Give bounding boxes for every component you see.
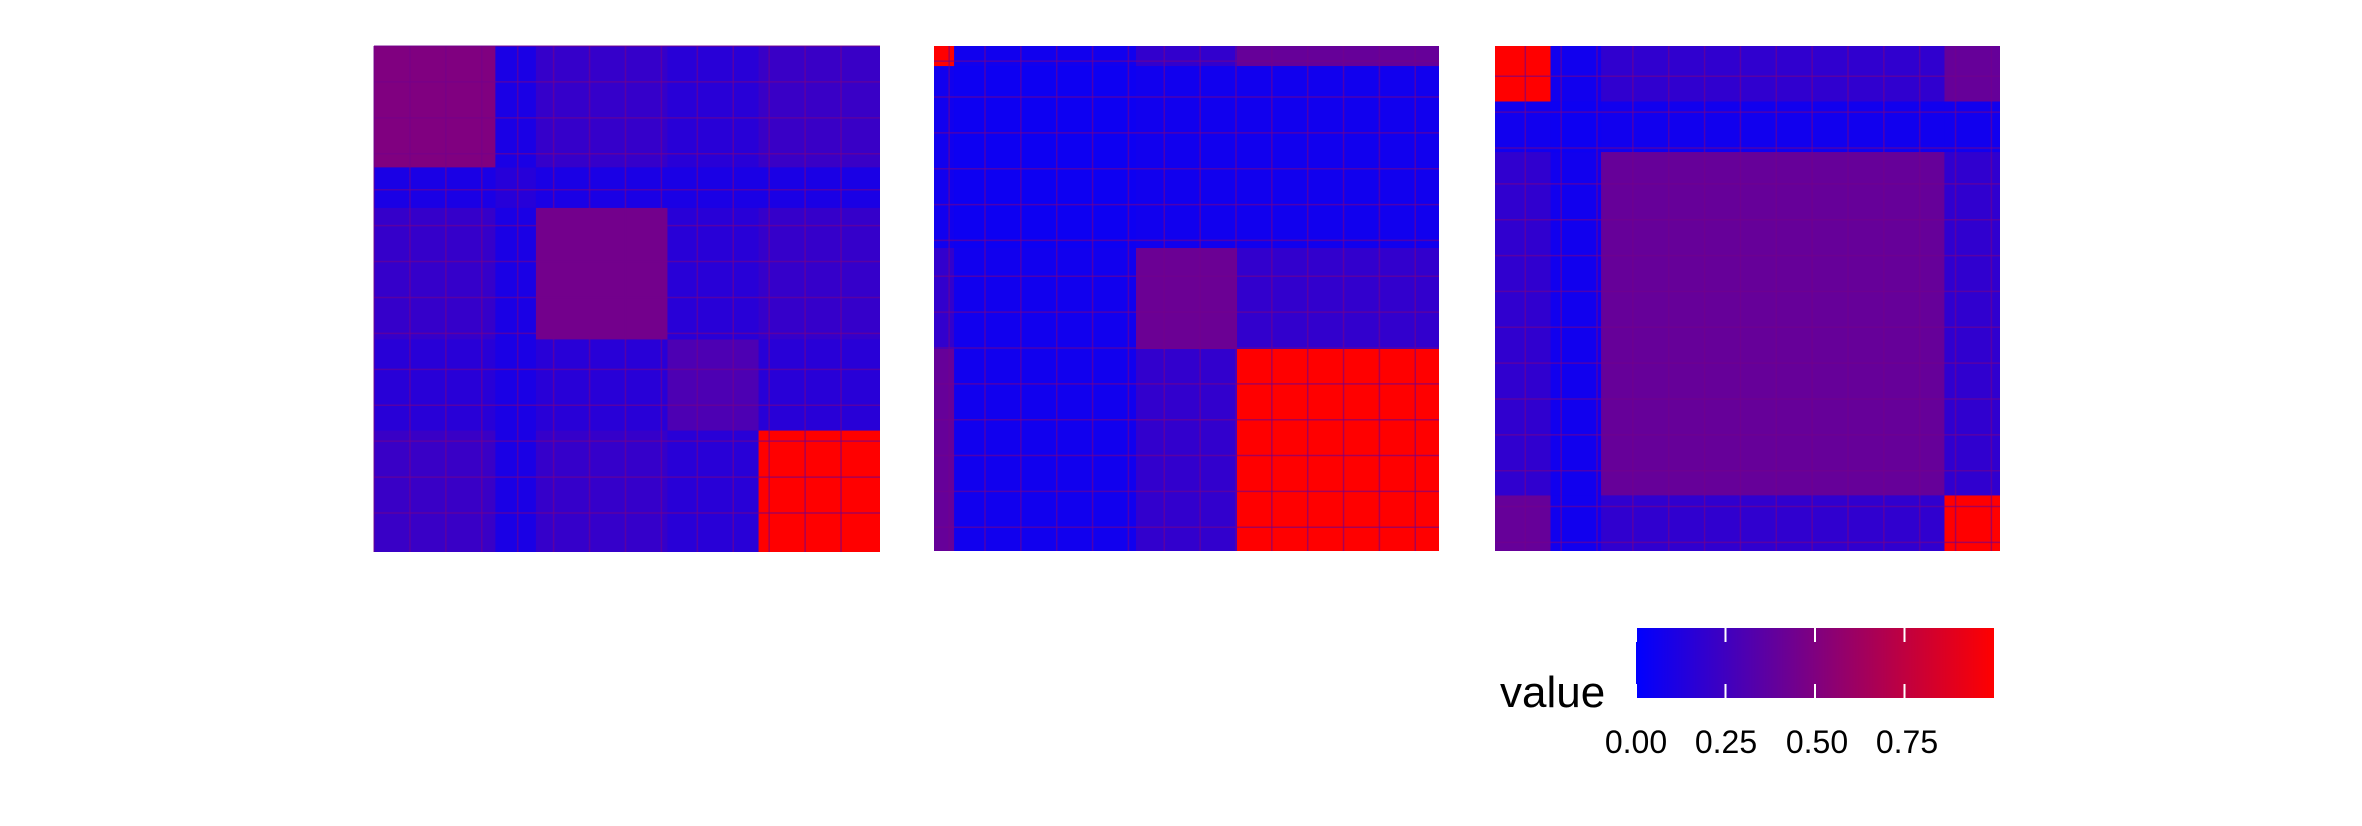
heatmap-cell-block — [1237, 349, 1439, 551]
heatmap-cell-block — [954, 349, 1136, 551]
heatmap-cell-block — [934, 46, 955, 67]
heatmap-cell-block — [954, 46, 1136, 67]
heatmap-cell-block — [374, 430, 496, 552]
legend-tick-label: 0.50 — [1785, 724, 1849, 760]
heatmap-cell-block — [1495, 46, 1551, 102]
legend-tick-marks — [1635, 628, 1906, 698]
heatmap-cell-block — [758, 430, 880, 552]
heatmap-cell-block — [535, 207, 668, 340]
heatmap-cell-block — [758, 207, 880, 340]
heatmap-cell-block — [1495, 101, 1551, 153]
legend-tick-label: 0.25 — [1694, 724, 1758, 760]
legend-tick-label: 0.00 — [1604, 724, 1668, 760]
heatmap-cell-block — [1237, 46, 1439, 67]
heatmap-cell-block — [954, 66, 1136, 248]
heatmap-cell-block — [1601, 46, 1945, 102]
heatmap-cell-block — [535, 46, 668, 168]
heatmap-cell-block — [934, 66, 955, 248]
heatmap-panel — [934, 46, 1439, 551]
heatmap-panel — [373, 45, 880, 552]
heatmap-cell-block — [374, 207, 496, 340]
heatmap-cell-block — [1550, 101, 1602, 153]
legend-tick-label: 0.75 — [1875, 724, 1939, 760]
heatmap-cell-block — [1550, 46, 1602, 102]
legend-title: value — [1500, 668, 1606, 717]
heatmap-cell-block — [1601, 152, 1945, 496]
heatmap-cell-block — [374, 46, 496, 168]
heatmap-panel — [1495, 46, 2000, 551]
heatmap-cell-block — [1495, 152, 1551, 496]
heatmap-cell-block — [1550, 152, 1602, 496]
heatmap-cell-block — [758, 46, 880, 168]
heatmap-cell-block — [1601, 101, 1945, 153]
heatmap-cell-block — [1237, 66, 1439, 248]
heatmap-cell-block — [934, 349, 955, 551]
heatmap-cell-block — [535, 430, 668, 552]
